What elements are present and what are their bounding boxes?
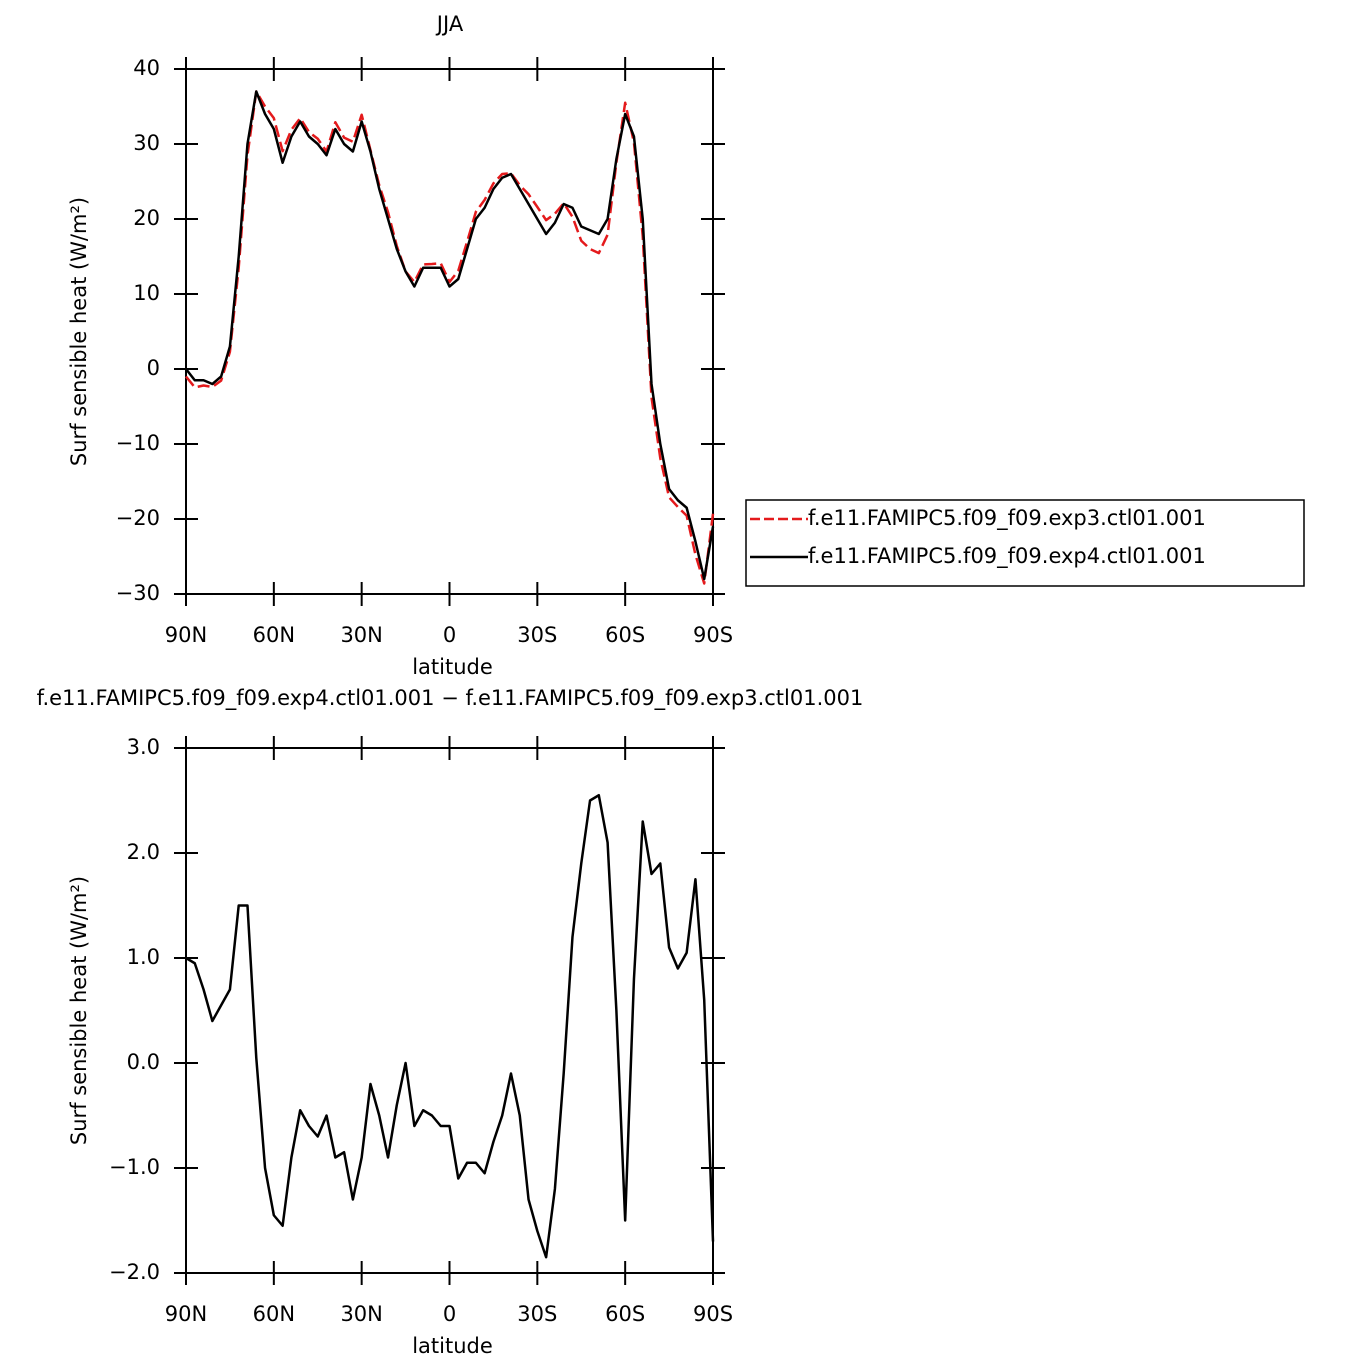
- x-tick-label: 90N: [165, 1302, 207, 1326]
- x-tick-label: 30N: [340, 623, 382, 647]
- y-tick-label: −30: [116, 581, 160, 605]
- y-tick-label: 0: [147, 356, 160, 380]
- legend-label: f.e11.FAMIPC5.f09_f09.exp3.ctl01.001: [808, 506, 1206, 531]
- x-tick-label: 60N: [253, 1302, 295, 1326]
- x-tick-label: 60S: [605, 1302, 645, 1326]
- series-line: [185, 794, 715, 1259]
- y-tick-label: −2.0: [109, 1260, 160, 1284]
- x-tick-label: 60N: [253, 623, 295, 647]
- series-line: [185, 90, 715, 581]
- x-tick-label: 90N: [165, 623, 207, 647]
- plot-frame: [185, 747, 714, 1274]
- y-tick-label: 0.0: [127, 1050, 160, 1074]
- y-tick-label: 1.0: [127, 945, 160, 969]
- y-tick-label: 10: [133, 281, 160, 305]
- y-tick-label: 30: [133, 131, 160, 155]
- y-tick-label: −20: [116, 506, 160, 530]
- x-tick-label: 30S: [517, 623, 557, 647]
- y-tick-label: 2.0: [127, 840, 160, 864]
- x-tick-label: 30S: [517, 1302, 557, 1326]
- x-tick-label: 0: [443, 623, 456, 647]
- x-tick-label: 90S: [693, 623, 733, 647]
- y-tick-label: 40: [133, 56, 160, 80]
- y-tick-label: −1.0: [109, 1155, 160, 1179]
- y-tick-label: 3.0: [127, 735, 160, 759]
- x-tick-label: 0: [443, 1302, 456, 1326]
- legend-box: [745, 499, 1305, 587]
- x-tick-label: 30N: [340, 1302, 382, 1326]
- y-axis-label: Surf sensible heat (W/m²): [67, 876, 91, 1145]
- y-axis-label: Surf sensible heat (W/m²): [67, 197, 91, 466]
- series-line: [185, 90, 715, 585]
- chart-title: f.e11.FAMIPC5.f09_f09.exp4.ctl01.001 − f…: [37, 686, 864, 711]
- y-tick-label: 20: [133, 206, 160, 230]
- plot-frame: [185, 68, 714, 595]
- x-axis-label: latitude: [412, 1334, 493, 1358]
- legend-label: f.e11.FAMIPC5.f09_f09.exp4.ctl01.001: [808, 544, 1206, 569]
- chart-title: JJA: [435, 12, 464, 36]
- x-tick-label: 90S: [693, 1302, 733, 1326]
- x-tick-label: 60S: [605, 623, 645, 647]
- x-axis-label: latitude: [412, 655, 493, 679]
- y-tick-label: −10: [116, 431, 160, 455]
